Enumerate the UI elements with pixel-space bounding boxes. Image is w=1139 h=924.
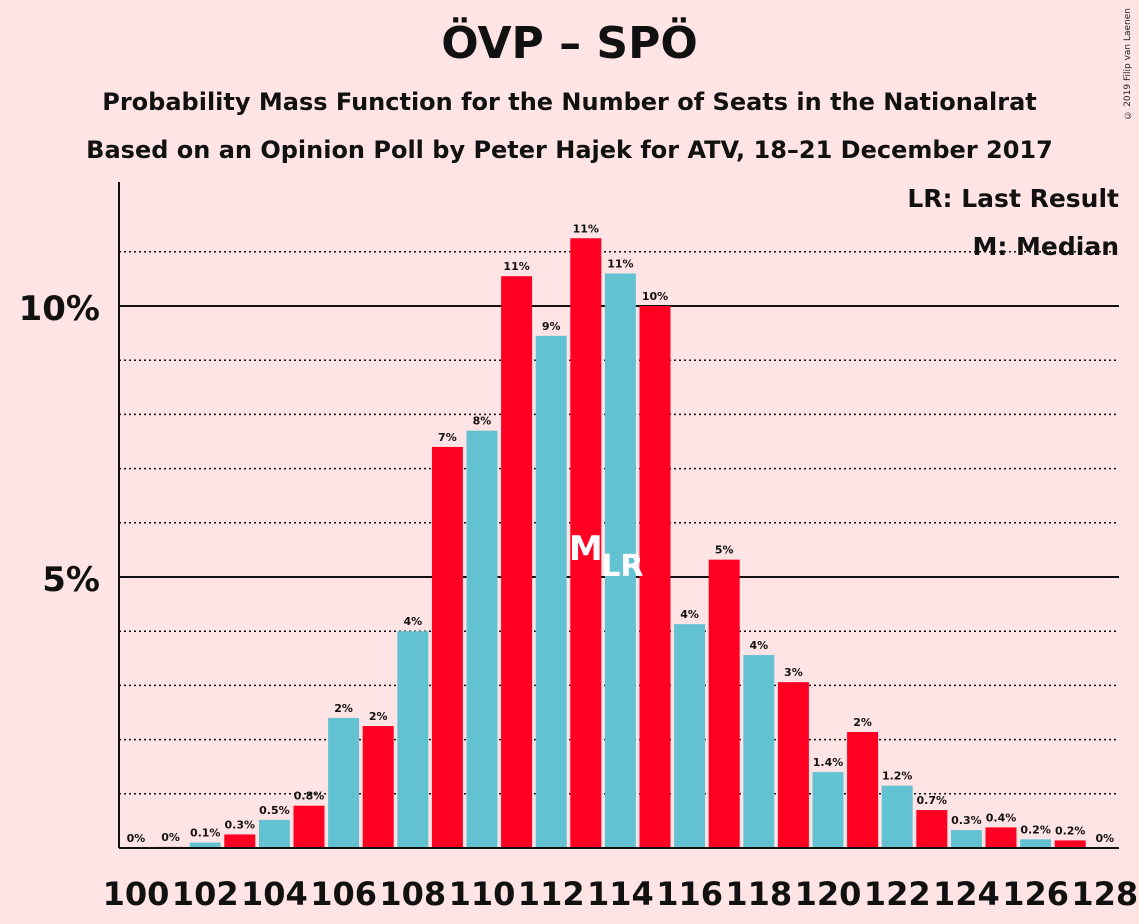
bar-seat-112 (535, 335, 567, 848)
bar-seat-102 (189, 842, 221, 848)
x-tick-label: 110 (449, 875, 516, 913)
bar-value-label: 11% (607, 257, 633, 270)
bar-seat-105 (293, 805, 325, 848)
legend-median: M: Median (972, 232, 1119, 261)
x-tick-label: 108 (379, 875, 446, 913)
x-tick-label: 106 (310, 875, 377, 913)
bar-seat-122 (881, 785, 913, 848)
bar-value-label: 11% (573, 222, 599, 235)
bar-value-label: 3% (784, 666, 803, 679)
bar-seat-124 (950, 830, 982, 848)
bar-value-label: 1.2% (882, 770, 913, 783)
x-tick-label: 124 (933, 875, 1000, 913)
bar-value-label: 10% (642, 290, 668, 303)
bar-value-label: 4% (403, 615, 422, 628)
bar-seat-106 (328, 717, 360, 848)
bar-seat-123 (916, 810, 948, 848)
x-tick-label: 126 (1002, 875, 1069, 913)
bar-value-label: 0% (1095, 832, 1114, 845)
bar-value-label: 0.2% (1020, 823, 1051, 836)
bar-value-label: 0% (127, 832, 146, 845)
x-tick-label: 122 (864, 875, 931, 913)
bar-seat-107 (362, 726, 394, 848)
bar-value-label: 0.8% (294, 790, 325, 803)
bar-seat-127 (1054, 840, 1086, 848)
chart-subtitle: Probability Mass Function for the Number… (102, 88, 1037, 116)
x-tick-label: 112 (518, 875, 585, 913)
bar-seat-120 (812, 772, 844, 848)
median-marker: M (569, 529, 603, 569)
bar-value-label: 9% (542, 320, 561, 333)
y-tick-label: 5% (42, 560, 100, 600)
bar-value-label: 4% (749, 639, 768, 652)
bar-seat-108 (397, 631, 429, 848)
bar-seat-114 (604, 273, 636, 849)
bar-value-label: 1.4% (813, 756, 844, 769)
bar-value-label: 2% (853, 716, 872, 729)
bar-value-label: 4% (680, 608, 699, 621)
bar-seat-125 (985, 827, 1017, 848)
bar-value-label: 2% (334, 702, 353, 715)
bar-seat-109 (431, 446, 463, 848)
x-tick-label: 100 (103, 875, 170, 913)
legend-last-result: LR: Last Result (907, 184, 1119, 213)
x-tick-label: 128 (1071, 875, 1138, 913)
bar-value-label: 0% (161, 831, 180, 844)
bar-seat-117 (708, 559, 740, 848)
bar-seat-103 (224, 834, 256, 848)
bar-seat-121 (847, 732, 879, 848)
bar-value-label: 0.3% (225, 818, 256, 831)
y-tick-label: 10% (19, 289, 100, 329)
bar-value-label: 5% (715, 544, 734, 557)
bar-value-label: 0.1% (190, 827, 221, 840)
bar-seat-118 (743, 655, 775, 848)
bar-value-label: 0.7% (917, 794, 948, 807)
last-result-marker: LR (601, 549, 643, 584)
x-tick-label: 102 (172, 875, 239, 913)
bar-value-label: 0.2% (1055, 824, 1086, 837)
bar-seat-119 (777, 682, 809, 848)
bar-seat-115 (639, 306, 671, 848)
bar-seat-110 (466, 430, 498, 848)
x-tick-label: 116 (656, 875, 723, 913)
x-tick-label: 118 (725, 875, 792, 913)
bar-value-label: 0.4% (986, 811, 1017, 824)
bar-seat-104 (258, 819, 290, 848)
bar-value-label: 8% (473, 415, 492, 428)
bar-value-label: 2% (369, 710, 388, 723)
bar-seat-116 (674, 624, 706, 848)
x-tick-label: 114 (587, 875, 654, 913)
bar-seat-113 (570, 238, 602, 848)
bar-value-label: 7% (438, 431, 457, 444)
bar-value-label: 0.3% (951, 814, 982, 827)
chart-source-subtitle: Based on an Opinion Poll by Peter Hajek … (86, 136, 1053, 164)
x-tick-label: 120 (795, 875, 862, 913)
x-tick-label: 104 (241, 875, 308, 913)
bar-seat-126 (1020, 839, 1052, 848)
chart-title: ÖVP – SPÖ (441, 18, 698, 69)
bar-value-label: 0.5% (259, 804, 290, 817)
bar-value-label: 11% (503, 260, 529, 273)
bar-seat-111 (501, 276, 533, 848)
